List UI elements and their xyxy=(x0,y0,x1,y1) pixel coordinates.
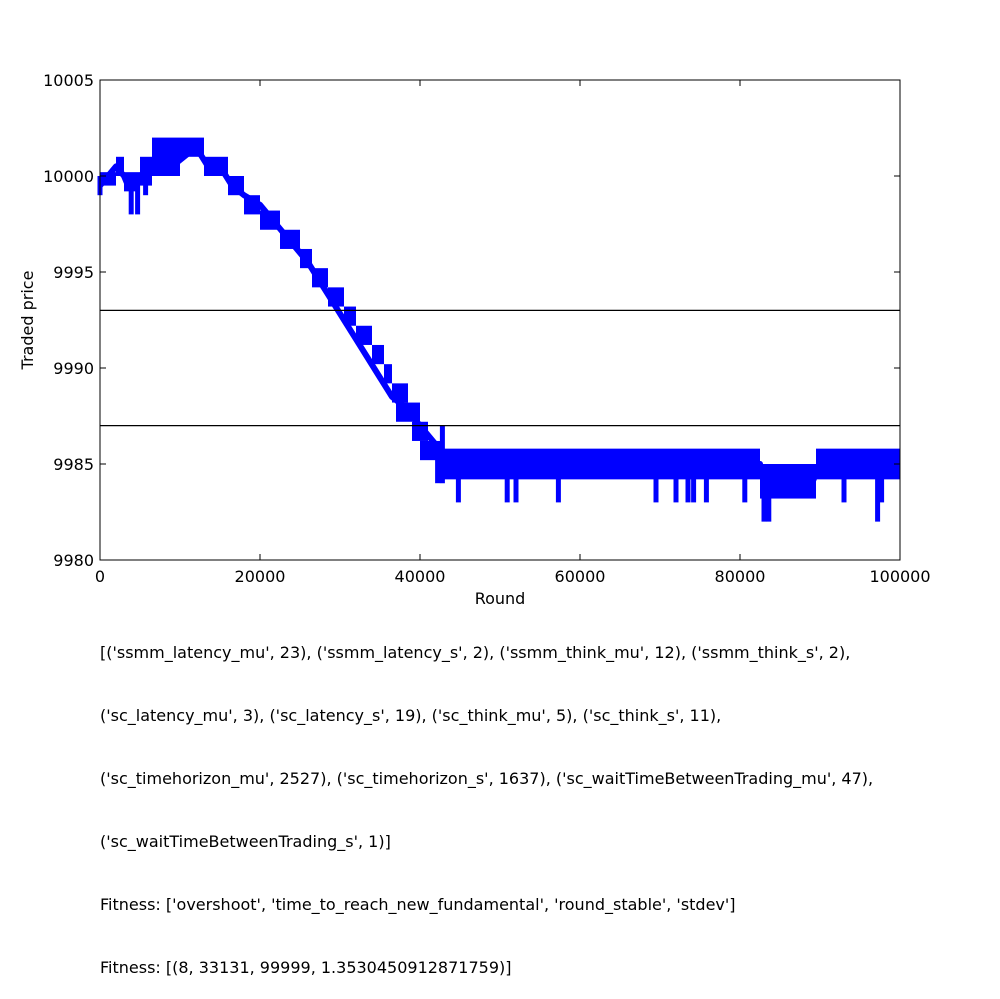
y-tick-label: 9990 xyxy=(53,359,94,378)
y-tick-label: 10000 xyxy=(43,167,94,186)
y-tick-label: 9995 xyxy=(53,263,94,282)
reference-lines xyxy=(100,309,900,427)
x-tick-label: 40000 xyxy=(395,567,446,586)
y-tick-label: 9980 xyxy=(53,551,94,570)
caption-line: ('sc_waitTimeBetweenTrading_s', 1)] xyxy=(100,832,391,851)
plot-marks xyxy=(97,137,900,522)
fitness-values-line: Fitness: [(8, 33131, 99999, 1.3530450912… xyxy=(100,958,512,977)
fitness-metrics-line: Fitness: ['overshoot', 'time_to_reach_ne… xyxy=(100,895,736,914)
price-band xyxy=(372,344,384,365)
y-tick-label: 10005 xyxy=(43,71,94,90)
y-tick-label: 9985 xyxy=(53,455,94,474)
caption-line: ('sc_latency_mu', 3), ('sc_latency_s', 1… xyxy=(100,706,722,725)
axis-ticks xyxy=(99,79,901,561)
tick-labels: 0 20000 40000 60000 80000 100000 9980 9985 9990 9… xyxy=(43,71,930,586)
y-axis-label: Traded price xyxy=(18,271,37,371)
caption-line: [('ssmm_latency_mu', 23), ('ssmm_latency… xyxy=(100,643,851,662)
x-tick-label: 60000 xyxy=(555,567,606,586)
caption-line: ('sc_timehorizon_mu', 2527), ('sc_timeho… xyxy=(100,769,874,788)
price-chart: 0 20000 40000 60000 80000 100000 9980 9985 9990 9… xyxy=(18,71,931,608)
x-tick-label: 100000 xyxy=(869,567,930,586)
x-axis-label: Round xyxy=(475,589,526,608)
x-tick-label: 80000 xyxy=(715,567,766,586)
price-band xyxy=(384,364,392,384)
price-band xyxy=(116,156,124,176)
price-series-line xyxy=(97,144,900,487)
plot-frame xyxy=(99,79,901,561)
x-tick-label: 0 xyxy=(95,567,105,586)
x-tick-label: 20000 xyxy=(235,567,286,586)
